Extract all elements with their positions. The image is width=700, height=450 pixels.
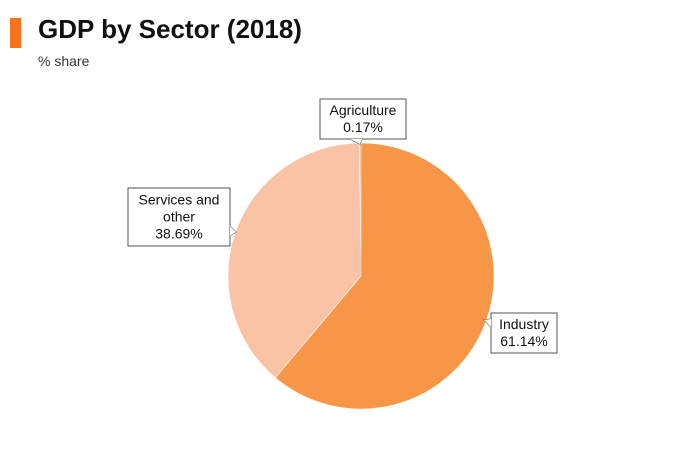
callout-box xyxy=(127,187,231,247)
callout-box xyxy=(319,98,407,140)
data-label-text: Services and xyxy=(139,192,220,208)
callout-pointer-fill xyxy=(230,226,236,236)
chart-title: GDP by Sector (2018) xyxy=(38,14,302,44)
data-label-text: 61.14% xyxy=(500,333,547,349)
data-label-text: Agriculture xyxy=(330,102,397,118)
pie-slice-services-and-other xyxy=(227,142,362,379)
chart-subtitle: % share xyxy=(38,53,90,69)
callout-pointer-fill xyxy=(350,139,362,144)
callout-pointer-fill xyxy=(484,319,491,327)
title-accent-bar xyxy=(10,18,21,48)
data-label-text: 38.69% xyxy=(155,226,202,242)
callout-box xyxy=(490,312,558,354)
data-label-text: Industry xyxy=(499,316,549,332)
data-label-text: other xyxy=(163,209,195,225)
data-label-text: 0.17% xyxy=(343,119,383,135)
